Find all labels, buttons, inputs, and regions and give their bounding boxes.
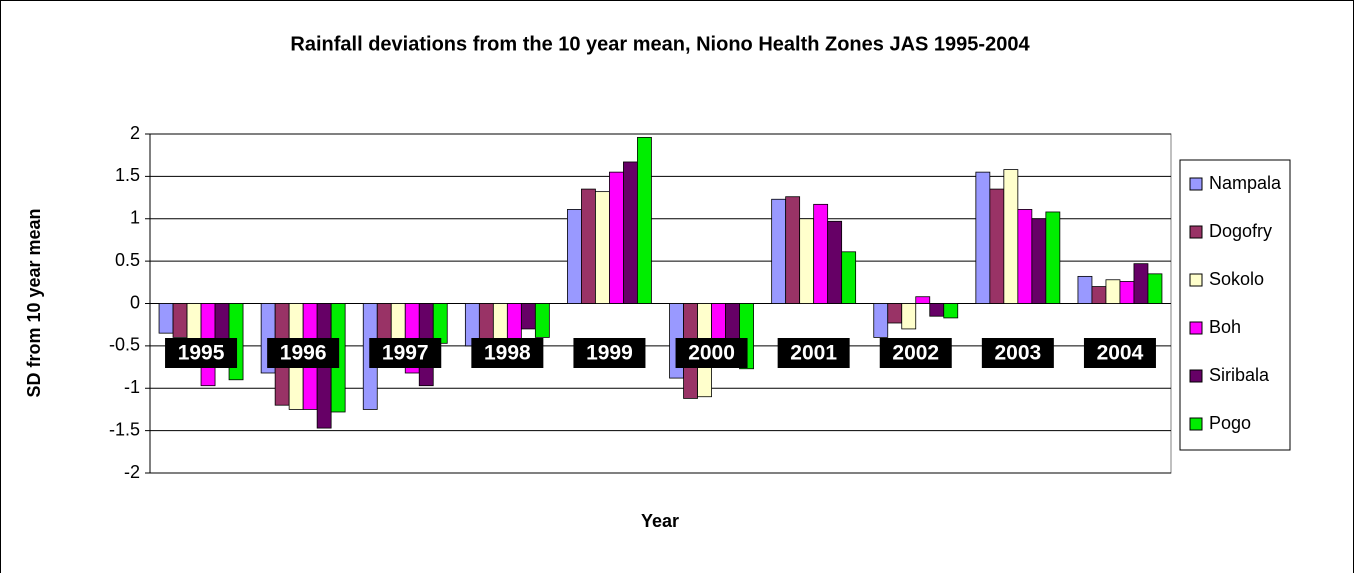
- bar: [989, 188, 1005, 304]
- legend-label: Pogo: [1209, 413, 1251, 433]
- bar: [975, 171, 991, 304]
- bar: [785, 196, 801, 304]
- legend-swatch: [1189, 321, 1203, 335]
- x-tick-label-bg: [369, 338, 442, 368]
- legend-label: Boh: [1209, 317, 1241, 337]
- x-tick-label: 1995: [178, 342, 225, 365]
- bar: [771, 198, 787, 304]
- legend-label: Sokolo: [1209, 269, 1264, 289]
- legend-swatch: [1189, 369, 1203, 383]
- bar: [520, 303, 536, 330]
- legend-swatch: [1189, 177, 1203, 191]
- x-tick-label-bg: [573, 338, 646, 368]
- bar: [1045, 211, 1061, 304]
- bar: [158, 303, 174, 334]
- bar: [534, 303, 550, 338]
- bar: [609, 171, 624, 304]
- bar: [1031, 218, 1047, 304]
- x-tick-label: 1996: [280, 342, 327, 365]
- y-tick-label: -2: [124, 462, 140, 482]
- bar: [567, 209, 582, 304]
- y-tick-label: 1: [130, 208, 140, 228]
- legend-label: Siribala: [1209, 365, 1270, 385]
- legend-swatch: [1189, 273, 1203, 287]
- bar: [1003, 169, 1019, 304]
- bar: [492, 303, 508, 343]
- bar: [1091, 286, 1107, 304]
- y-tick-label: 0: [130, 292, 140, 312]
- legend-label: Nampala: [1209, 173, 1282, 193]
- y-tick-label: 1.5: [115, 165, 140, 185]
- x-tick-label: 2002: [892, 342, 939, 365]
- bar: [1017, 209, 1033, 304]
- bar: [595, 191, 610, 304]
- bar: [943, 303, 959, 319]
- y-tick-label: 0.5: [115, 250, 140, 270]
- bar: [799, 218, 815, 304]
- x-tick-label: 2001: [790, 342, 837, 365]
- bar: [813, 203, 829, 304]
- bar: [915, 296, 931, 304]
- bar: [1105, 279, 1121, 304]
- bar: [1077, 275, 1093, 304]
- bar: [929, 303, 945, 317]
- x-tick-label: 2000: [688, 342, 735, 365]
- legend-swatch: [1189, 417, 1203, 431]
- legend-swatch: [1189, 225, 1203, 239]
- x-tick-label-bg: [675, 338, 748, 368]
- bar: [901, 303, 917, 330]
- x-tick-label: 2004: [1097, 342, 1144, 365]
- x-tick-label-bg: [879, 338, 952, 368]
- x-axis-label: Year: [641, 511, 679, 531]
- bar: [172, 303, 188, 338]
- bar: [841, 251, 857, 304]
- bar: [623, 161, 638, 304]
- bar: [1119, 281, 1135, 304]
- bar: [827, 220, 843, 304]
- legend-label: Dogofry: [1209, 221, 1272, 241]
- x-tick-label-bg: [471, 338, 544, 368]
- y-axis-label: SD from 10 year mean: [24, 208, 44, 397]
- chart-title: Rainfall deviations from the 10 year mea…: [290, 33, 1030, 55]
- x-tick-label: 1998: [484, 342, 531, 365]
- bar: [873, 303, 889, 338]
- bar: [432, 303, 448, 344]
- bar: [887, 303, 903, 324]
- x-tick-label: 1997: [382, 342, 429, 365]
- y-tick-label: -1.5: [109, 419, 140, 439]
- bar: [1147, 273, 1163, 304]
- bar: [581, 188, 596, 304]
- y-tick-label: -0.5: [109, 335, 140, 355]
- x-tick-label-bg: [165, 338, 238, 368]
- x-tick-label-bg: [267, 338, 340, 368]
- x-tick-label-bg: [777, 338, 850, 368]
- x-tick-label: 1999: [586, 342, 633, 365]
- bar: [637, 136, 652, 304]
- bar: [1133, 263, 1149, 304]
- x-tick-label: 2003: [994, 342, 1041, 365]
- legend: [1179, 159, 1291, 451]
- bar: [186, 303, 202, 343]
- x-tick-label-bg: [981, 338, 1054, 368]
- y-tick-label: -1: [124, 377, 140, 397]
- x-tick-label-bg: [1083, 338, 1156, 368]
- y-tick-label: 2: [130, 123, 140, 143]
- bar: [506, 303, 522, 343]
